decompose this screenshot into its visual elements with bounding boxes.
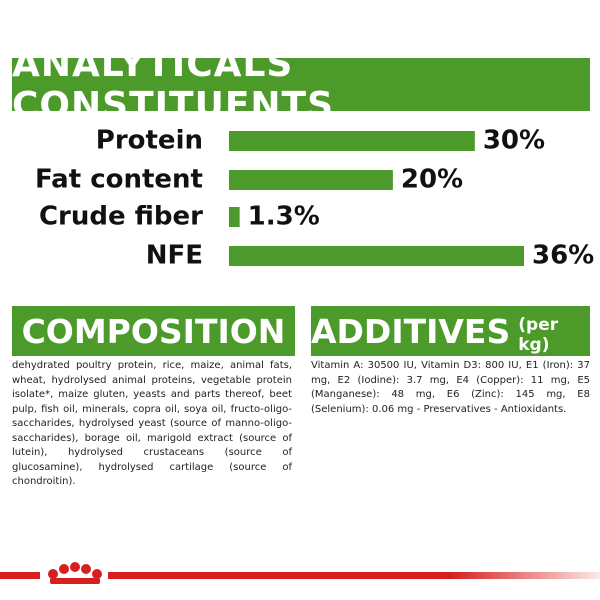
category-label: Protein [96, 126, 203, 156]
bar [229, 246, 524, 266]
category-label: Crude fiber [39, 202, 203, 232]
footer-line [0, 572, 600, 579]
footer [0, 562, 600, 588]
additives-text: Vitamin A: 30500 IU, Vitamin D3: 800 IU,… [311, 360, 590, 415]
additives-title: ADDITIVES [311, 311, 511, 351]
value-label: 36% [532, 241, 594, 271]
value-label: 20% [401, 165, 463, 195]
category-label: Fat content [35, 165, 203, 195]
value-label: 1.3% [248, 202, 320, 232]
bar [229, 207, 240, 227]
category-label: NFE [146, 241, 203, 271]
chart: Protein 30% Fat content 20% Crude fiber 1.3% N… [35, 126, 594, 271]
crown-logo [48, 562, 102, 584]
additives-unit: (per kg) [518, 315, 559, 355]
composition-title: COMPOSITION [12, 306, 295, 356]
bar [229, 170, 393, 190]
composition-text: dehydrated poultry protein, rice, maize,… [12, 360, 292, 487]
additives-header: ADDITIVES (per kg) [311, 306, 590, 356]
value-label: 30% [483, 126, 545, 156]
bar [229, 131, 475, 151]
